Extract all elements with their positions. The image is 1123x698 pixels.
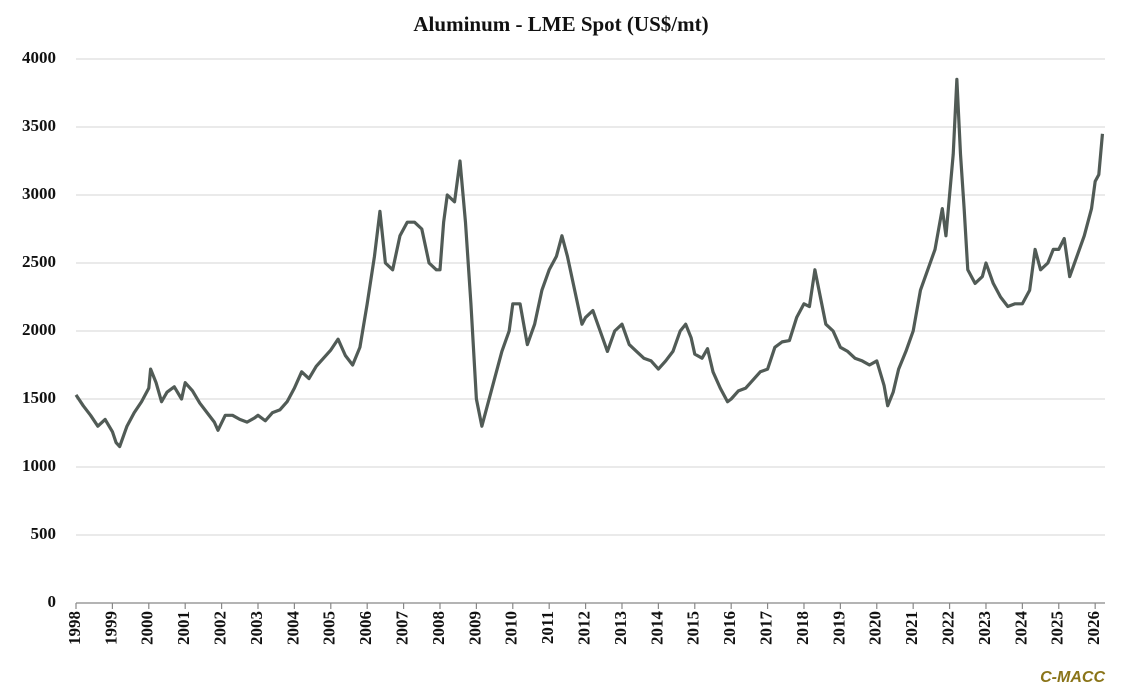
- x-tick-label: 2002: [211, 611, 230, 645]
- x-tick-label: 1999: [101, 611, 120, 645]
- data-line: [74, 77, 1105, 449]
- y-tick-label: 2000: [22, 320, 56, 339]
- y-tick-label: 4000: [22, 48, 56, 67]
- y-tick-label: 1500: [22, 388, 56, 407]
- source-label: C-MACC: [1040, 669, 1105, 686]
- chart-title: Aluminum - LME Spot (US$/mt): [413, 12, 708, 36]
- x-tick-label: 2023: [975, 611, 994, 645]
- x-tick-label: 2008: [429, 611, 448, 645]
- x-tick-label: 2026: [1084, 611, 1103, 645]
- x-tick-label: 2025: [1048, 611, 1067, 645]
- x-tick-label: 2020: [866, 611, 885, 645]
- x-tick-label: 2014: [647, 611, 666, 646]
- x-tick-label: 2005: [320, 611, 339, 645]
- y-tick-label: 0: [48, 592, 57, 611]
- x-tick-label: 2012: [574, 611, 593, 645]
- x-tick-label: 2013: [611, 611, 630, 645]
- x-tick-label: 2011: [538, 611, 557, 644]
- x-tick-label: 2017: [756, 611, 775, 646]
- x-tick-label: 2001: [174, 611, 193, 645]
- y-tick-label: 3500: [22, 116, 56, 135]
- y-tick-label: 3000: [22, 184, 56, 203]
- x-tick-label: 2007: [392, 611, 411, 646]
- y-tick-label: 500: [31, 524, 57, 543]
- x-tick-label: 2016: [720, 611, 739, 645]
- x-tick-label: 1998: [65, 611, 84, 645]
- x-tick-label: 2003: [247, 611, 266, 645]
- x-tick-label: 2004: [283, 611, 302, 646]
- x-tick-label: 2000: [138, 611, 157, 645]
- x-tick-label: 2022: [938, 611, 957, 645]
- x-tick-label: 2021: [902, 611, 921, 645]
- x-tick-label: 2018: [793, 611, 812, 645]
- y-tick-label: 2500: [22, 252, 56, 271]
- y-tick-label: 1000: [22, 456, 56, 475]
- x-tick-label: 2010: [502, 611, 521, 645]
- x-tick-label: 2015: [684, 611, 703, 645]
- x-tick-label: 2006: [356, 611, 375, 645]
- x-tick-label: 2024: [1011, 611, 1030, 646]
- x-tick-label: 2019: [829, 611, 848, 645]
- x-tick-label: 2009: [465, 611, 484, 645]
